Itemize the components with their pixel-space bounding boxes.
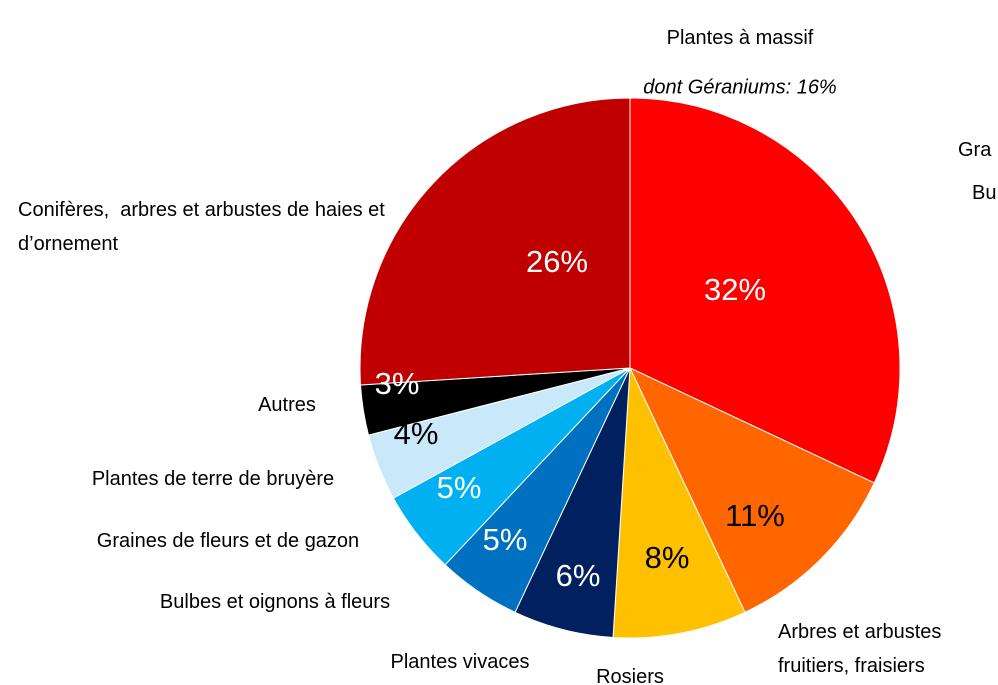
category-label: Autres — [258, 394, 316, 416]
category-label: Conifères, arbres et arbustes de haies e… — [18, 199, 391, 255]
pie-slice — [629, 97, 901, 484]
category-label: Plantes vivaces — [390, 651, 530, 673]
category-label: Rosiers — [596, 666, 664, 685]
pie-slice — [359, 97, 631, 386]
pie-slice — [628, 366, 875, 613]
cropped-label: Bu — [972, 182, 997, 204]
value-label: 4% — [394, 416, 439, 451]
value-label: 3% — [375, 366, 420, 401]
category-label: Graines de fleurs et de gazon — [96, 530, 360, 552]
category-label: Arbres et arbustes fruitiers, fraisiers — [778, 621, 947, 677]
value-label: 11% — [725, 498, 785, 533]
category-label: Bulbes et oignons à fleurs — [159, 591, 391, 613]
annotation: dont Géraniums: 16% — [643, 76, 836, 98]
value-label: 8% — [645, 540, 690, 575]
value-label: 32% — [704, 272, 766, 307]
category-label: Plantes à massif — [666, 27, 814, 49]
value-label: 5% — [483, 522, 528, 557]
value-label: 26% — [526, 244, 588, 279]
cropped-label: Gra — [958, 139, 992, 161]
value-label: 6% — [556, 558, 601, 593]
category-label: Plantes de terre de bruyère — [91, 468, 335, 490]
pie-slice — [612, 367, 746, 639]
value-label: 5% — [437, 470, 482, 505]
